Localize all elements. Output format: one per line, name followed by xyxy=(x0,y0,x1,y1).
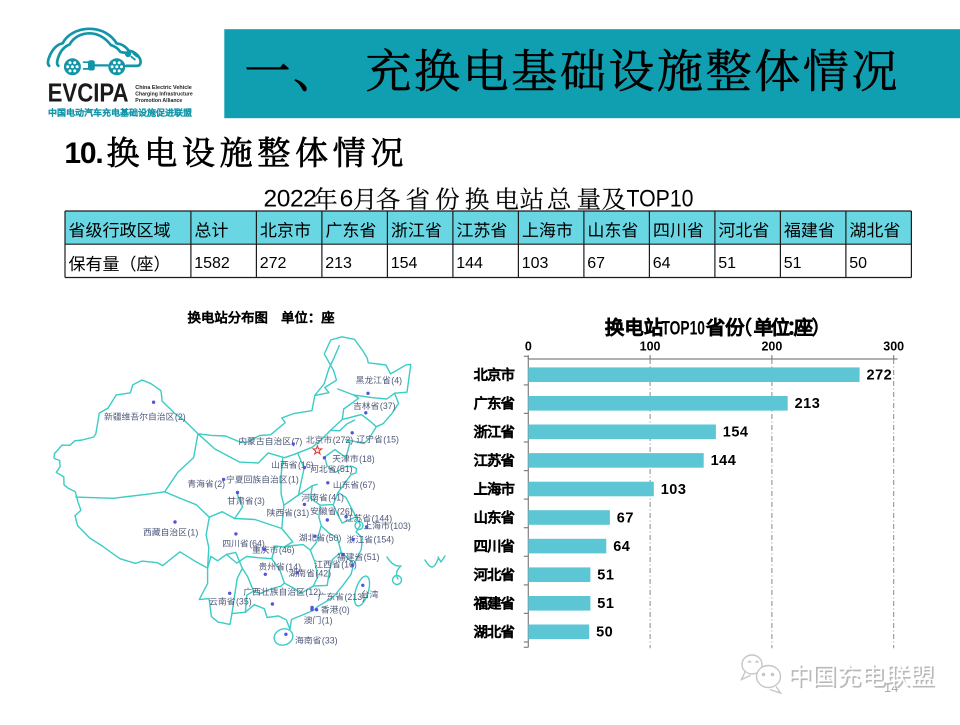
svg-text:(14): (14) xyxy=(285,562,301,572)
svg-text:(26): (26) xyxy=(337,506,353,516)
svg-text:100: 100 xyxy=(640,340,661,354)
svg-text:144: 144 xyxy=(456,255,483,272)
svg-text:TOP10: TOP10 xyxy=(662,317,706,339)
svg-text:Promotion Alliance: Promotion Alliance xyxy=(135,98,182,104)
svg-text:(18): (18) xyxy=(359,454,375,464)
svg-text:(16): (16) xyxy=(341,560,357,570)
svg-text:272: 272 xyxy=(260,255,287,272)
svg-text:(51): (51) xyxy=(337,464,353,474)
svg-text:67: 67 xyxy=(617,510,634,526)
svg-text:Charging Infrastructure: Charging Infrastructure xyxy=(135,92,193,98)
svg-text:64: 64 xyxy=(653,255,671,272)
svg-text:(67): (67) xyxy=(360,480,376,490)
svg-text:10.: 10. xyxy=(64,137,102,170)
svg-text:51: 51 xyxy=(597,596,614,612)
svg-text:103: 103 xyxy=(522,255,549,272)
svg-text:(7): (7) xyxy=(292,436,303,446)
svg-text:0: 0 xyxy=(525,340,532,354)
svg-text:China Electric Vehicle: China Electric Vehicle xyxy=(135,85,192,91)
svg-text:2022: 2022 xyxy=(264,186,317,213)
svg-text:(15): (15) xyxy=(383,434,399,444)
svg-text:(41): (41) xyxy=(328,493,344,503)
svg-text:(103): (103) xyxy=(390,521,411,531)
svg-text:(12): (12) xyxy=(305,587,321,597)
svg-text:300: 300 xyxy=(883,340,904,354)
svg-text:(272): (272) xyxy=(333,435,354,445)
svg-text:(0): (0) xyxy=(339,605,350,615)
svg-text:(42): (42) xyxy=(315,568,331,578)
svg-text:64: 64 xyxy=(613,539,630,555)
svg-text:14: 14 xyxy=(884,680,898,695)
svg-text:(16): (16) xyxy=(298,460,314,470)
svg-text:(1): (1) xyxy=(322,615,333,625)
svg-text:(1): (1) xyxy=(288,475,299,485)
svg-text:(35): (35) xyxy=(236,597,252,607)
svg-text:(1): (1) xyxy=(188,527,199,537)
svg-text:EVCIPA: EVCIPA xyxy=(48,79,129,107)
svg-text:154: 154 xyxy=(391,255,418,272)
svg-text:(51): (51) xyxy=(364,552,380,562)
svg-text:51: 51 xyxy=(784,255,802,272)
svg-text:(50): (50) xyxy=(326,533,342,543)
svg-text:(64): (64) xyxy=(249,539,265,549)
svg-text:51: 51 xyxy=(597,568,614,584)
svg-text:(213): (213) xyxy=(345,592,366,602)
svg-text:213: 213 xyxy=(325,255,352,272)
svg-text:103: 103 xyxy=(661,482,687,498)
svg-text:50: 50 xyxy=(596,625,613,641)
svg-text:(37): (37) xyxy=(380,401,396,411)
svg-text:(2): (2) xyxy=(175,412,186,422)
svg-text:200: 200 xyxy=(761,340,782,354)
svg-text:144: 144 xyxy=(711,453,737,469)
svg-text:(2): (2) xyxy=(214,479,225,489)
svg-text:(144): (144) xyxy=(372,513,393,523)
svg-text:154: 154 xyxy=(723,425,749,441)
svg-text:TOP10: TOP10 xyxy=(627,186,694,213)
svg-text:50: 50 xyxy=(849,255,867,272)
svg-text:272: 272 xyxy=(867,368,893,384)
svg-text:1582: 1582 xyxy=(194,255,230,272)
svg-text:(31): (31) xyxy=(294,508,310,518)
svg-text:(4): (4) xyxy=(391,375,402,385)
svg-text:(3): (3) xyxy=(254,496,265,506)
svg-text:(154): (154) xyxy=(374,535,395,545)
svg-text:(33): (33) xyxy=(322,636,338,646)
svg-text:6: 6 xyxy=(340,186,354,213)
svg-text:51: 51 xyxy=(718,255,736,272)
svg-text:67: 67 xyxy=(587,255,605,272)
svg-text:213: 213 xyxy=(795,396,821,412)
svg-text:(46): (46) xyxy=(279,545,295,555)
